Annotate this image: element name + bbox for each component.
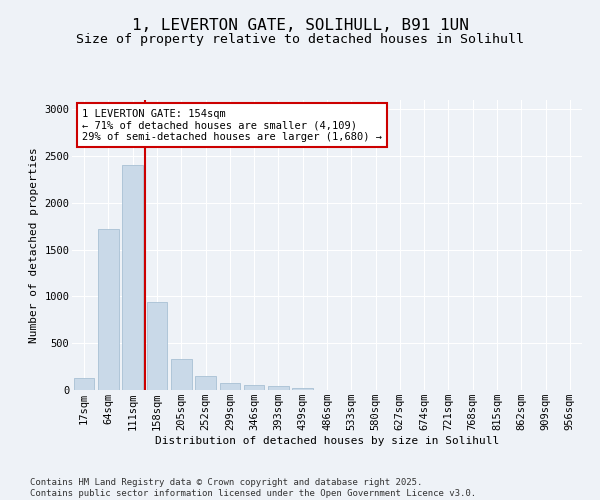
Text: 1 LEVERTON GATE: 154sqm
← 71% of detached houses are smaller (4,109)
29% of semi: 1 LEVERTON GATE: 154sqm ← 71% of detache…	[82, 108, 382, 142]
Bar	[268, 386, 289, 390]
Bar	[146, 302, 167, 390]
Text: 1, LEVERTON GATE, SOLIHULL, B91 1UN: 1, LEVERTON GATE, SOLIHULL, B91 1UN	[131, 18, 469, 32]
Bar	[195, 376, 216, 390]
Text: Size of property relative to detached houses in Solihull: Size of property relative to detached ho…	[76, 32, 524, 46]
Bar	[292, 388, 313, 390]
Bar	[171, 359, 191, 390]
Text: Contains HM Land Registry data © Crown copyright and database right 2025.
Contai: Contains HM Land Registry data © Crown c…	[30, 478, 476, 498]
Bar	[74, 378, 94, 390]
X-axis label: Distribution of detached houses by size in Solihull: Distribution of detached houses by size …	[155, 436, 499, 446]
Bar	[244, 385, 265, 390]
Bar	[220, 382, 240, 390]
Bar	[98, 229, 119, 390]
Y-axis label: Number of detached properties: Number of detached properties	[29, 147, 38, 343]
Bar	[122, 166, 143, 390]
